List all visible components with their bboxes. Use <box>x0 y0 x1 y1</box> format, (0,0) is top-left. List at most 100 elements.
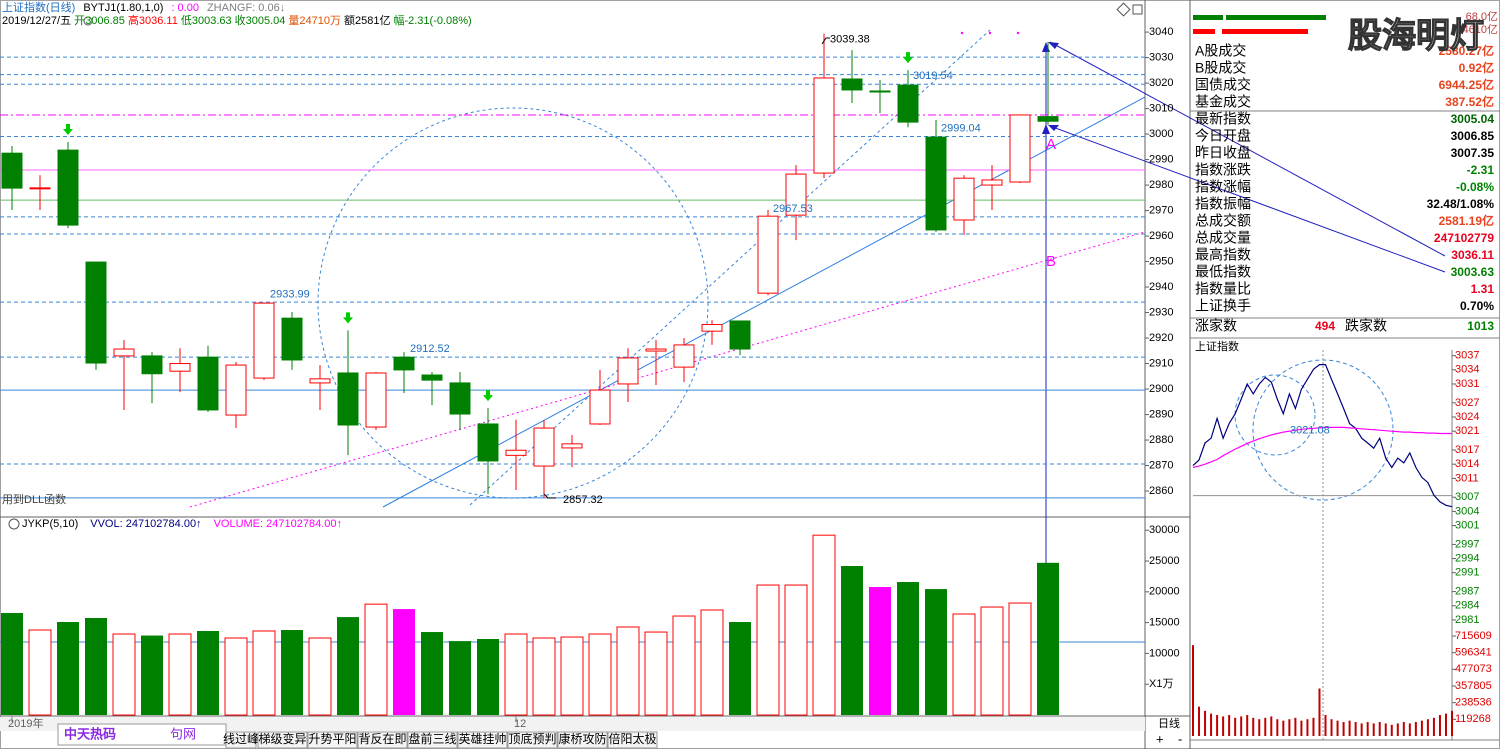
volume-bar <box>1408 723 1411 736</box>
header-item: 额2581亿 <box>344 14 390 27</box>
arrow-line <box>1049 125 1446 273</box>
volume-bar <box>1438 715 1441 736</box>
volume-bar <box>421 632 443 715</box>
y-tick-label: 2900 <box>1149 383 1173 395</box>
volume-bar <box>1300 720 1303 736</box>
x-tick-label: 2019年 <box>8 716 43 730</box>
candle-body <box>253 302 275 379</box>
candle-body <box>561 443 583 449</box>
volume-bar <box>141 635 163 715</box>
info-label: B股成交 <box>1195 60 1246 76</box>
volume-bar <box>1318 688 1321 736</box>
volume-bar <box>1270 716 1273 736</box>
indicator-bar <box>1222 29 1308 34</box>
point-label: A <box>1046 136 1056 153</box>
toolbar-button[interactable] <box>507 731 558 749</box>
toolbar-button[interactable] <box>557 731 608 749</box>
toolbar-button-label[interactable]: 线过峰 <box>223 732 259 746</box>
arrow-head <box>1048 125 1059 131</box>
header-item: BYTJ1(1.80,1,0) <box>83 2 163 14</box>
toolbar-button[interactable] <box>225 731 257 749</box>
zoom-in[interactable]: + <box>1156 731 1164 746</box>
toolbar-button[interactable] <box>257 731 308 749</box>
zoom-out[interactable]: - <box>1178 731 1182 746</box>
y-tick-label: 2930 <box>1149 306 1173 318</box>
toolbar-button-label[interactable]: 英雄挂帅 <box>458 731 506 746</box>
info-top-value: 68.0亿 <box>1466 10 1498 23</box>
candle-body <box>57 149 79 226</box>
candle-body <box>729 320 751 350</box>
candle-body <box>477 423 499 462</box>
header-item: 上证指数(日线) <box>2 0 75 14</box>
info-label: 最新指数 <box>1195 111 1251 127</box>
toolbar-button[interactable] <box>307 731 358 749</box>
volume-bar <box>952 613 976 716</box>
header-item: VVOL: 247102784.00↑ <box>90 518 201 530</box>
legend-icon <box>8 518 20 530</box>
candle-body <box>365 372 387 428</box>
candle-body <box>953 177 975 221</box>
info-value: 3036.11 <box>1451 248 1494 262</box>
volume-bar <box>1222 716 1225 736</box>
y-tick-label: 10000 <box>1149 647 1180 659</box>
volume-bar <box>644 631 668 716</box>
signal-dot <box>960 31 964 35</box>
info-value: 2580.27亿 <box>1439 43 1494 58</box>
info-value: 0.70% <box>1460 299 1494 313</box>
volume-bar <box>308 637 332 716</box>
period-label[interactable]: 日线 <box>1158 716 1180 730</box>
toolbar-button[interactable] <box>357 731 408 749</box>
annotation-pointer <box>543 493 556 499</box>
y-tick-label: 2980 <box>1149 179 1173 191</box>
volume-bar <box>449 641 471 715</box>
header-item: 高3036.11 <box>128 13 178 27</box>
volume-bar <box>504 633 528 716</box>
toolbar-button-label[interactable]: 升势平阳 <box>308 732 356 746</box>
arrow-head <box>1042 124 1050 134</box>
candle-body <box>421 374 443 381</box>
y-tick-label: 3040 <box>1149 26 1173 38</box>
volume-bar <box>1384 723 1387 736</box>
y-tick-label: 2990 <box>1149 153 1173 165</box>
volume-bar <box>588 633 612 716</box>
toolbar-logo-tail: 句网 <box>170 726 196 741</box>
info-label: 今日开盘 <box>1195 128 1251 144</box>
volume-bar <box>393 609 415 715</box>
window-icon[interactable] <box>1132 4 1143 15</box>
volume-bar <box>1366 722 1369 736</box>
toolbar-button-label[interactable]: 顶底预判 <box>508 731 556 746</box>
toolbar-button-label[interactable]: 倍阳太极 <box>608 731 656 746</box>
toolbar-button-label[interactable]: 梯级变异 <box>258 731 306 746</box>
y-tick-label: 25000 <box>1149 555 1180 567</box>
header-item: 低3003.63 <box>181 14 232 27</box>
window-icon[interactable] <box>1116 2 1131 17</box>
volume-bar <box>869 587 891 715</box>
info-label: 最高指数 <box>1195 247 1251 263</box>
toolbar-button[interactable] <box>607 731 658 749</box>
info-value: 32.48/1.08% <box>1427 197 1495 211</box>
indicator-bar <box>1193 15 1223 20</box>
toolbar-button-label[interactable]: 盘前三线 <box>408 731 456 746</box>
y-tick-label: X1万 <box>1149 678 1173 690</box>
toolbar-button[interactable] <box>407 731 458 749</box>
header-item: 幅-2.31(-0.08%) <box>393 14 471 27</box>
candle-body <box>505 449 527 456</box>
signal-arrow <box>343 312 353 324</box>
y-tick-label: 2920 <box>1149 332 1173 344</box>
volume-bar <box>756 584 780 716</box>
volume-bar <box>1008 602 1032 716</box>
toolbar-button[interactable] <box>457 731 508 749</box>
volume-bar <box>1330 719 1333 736</box>
toolbar-button-label[interactable]: 背反在即 <box>358 732 406 746</box>
volume-bar <box>1294 717 1297 736</box>
info-label: 国债成交 <box>1195 77 1251 93</box>
volume-bar <box>729 622 751 715</box>
candle-body <box>813 77 835 174</box>
volume-bar <box>1336 720 1339 736</box>
volume-bar <box>1234 717 1237 736</box>
volume-bar <box>1 613 23 715</box>
y-tick-label: 2960 <box>1149 230 1173 242</box>
info-value: 387.52亿 <box>1445 94 1494 109</box>
toolbar-button-label[interactable]: 康桥攻防 <box>558 731 606 746</box>
info-label: 跌家数 <box>1345 318 1387 334</box>
